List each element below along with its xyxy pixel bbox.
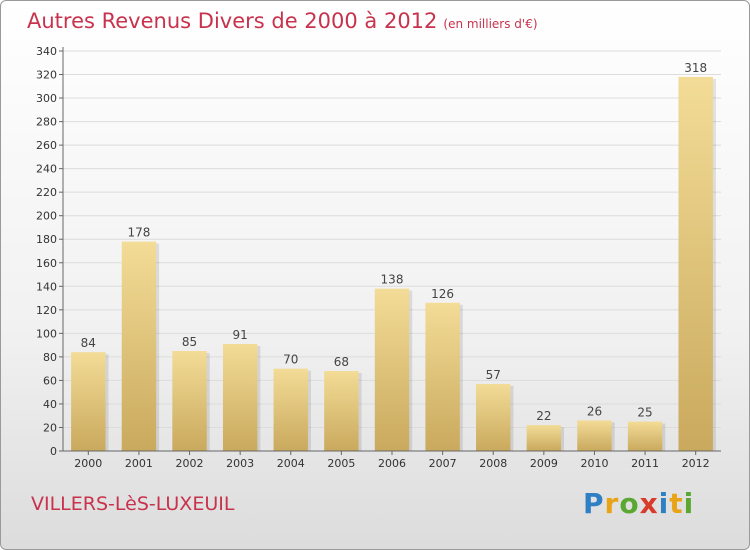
data-label-2004: 70 — [283, 353, 298, 367]
bars — [71, 76, 716, 451]
data-label-2007: 126 — [431, 287, 454, 301]
logo-letter: P — [583, 487, 605, 520]
bar-2008 — [476, 383, 511, 451]
bar-2006 — [374, 288, 410, 451]
bar-2002 — [172, 351, 207, 451]
y-tick-label: 320 — [36, 69, 57, 82]
y-tick-label: 120 — [36, 304, 57, 317]
data-label-2009: 22 — [536, 409, 551, 423]
bar-2010 — [577, 420, 612, 451]
logo-letter: t — [669, 487, 684, 520]
axes: 0 20 40 60 80 100 120 140 160 180 200 220 240 260 280 3… — [36, 45, 721, 470]
data-label-2000: 84 — [81, 336, 96, 350]
bar-2000 — [71, 352, 106, 451]
logo-letter: i — [658, 487, 670, 520]
data-label-2002: 85 — [182, 335, 197, 349]
bar-2011 — [627, 421, 663, 451]
chart-title-text: Autres Revenus Divers de 2000 à 2012 — [27, 9, 438, 33]
bar-2012 — [678, 76, 713, 451]
data-label-2003: 91 — [233, 328, 248, 342]
x-tick-label-2005: 2005 — [327, 457, 355, 470]
x-tick-label-2011: 2011 — [631, 457, 659, 470]
data-label-2012: 318 — [684, 61, 707, 75]
bar-2003 — [222, 343, 258, 451]
x-tick-label-2007: 2007 — [429, 457, 457, 470]
y-tick-label: 300 — [36, 92, 57, 105]
x-tick-label-2002: 2002 — [176, 457, 204, 470]
y-tick-label: 200 — [36, 210, 57, 223]
x-tick-label-2008: 2008 — [479, 457, 507, 470]
y-tick-label: 80 — [43, 351, 57, 364]
bar-2001 — [121, 241, 157, 451]
y-tick-label: 20 — [43, 421, 57, 434]
bar-2009 — [526, 425, 562, 451]
y-tick-label: 100 — [36, 327, 57, 340]
y-tick-label: 280 — [36, 116, 57, 129]
data-label-2008: 57 — [486, 368, 501, 382]
y-tick-label: 220 — [36, 186, 57, 199]
x-tick-label-2003: 2003 — [226, 457, 254, 470]
data-label-2001: 178 — [127, 226, 150, 240]
data-label-2011: 25 — [637, 406, 652, 420]
x-tick-label-2000: 2000 — [74, 457, 102, 470]
data-label-2010: 26 — [587, 404, 602, 418]
bar-2004 — [273, 368, 308, 451]
data-label-2006: 138 — [381, 273, 404, 287]
proxiti-logo[interactable]: Proxiti — [583, 487, 694, 520]
x-tick-label-2001: 2001 — [125, 457, 153, 470]
x-tick-label-2006: 2006 — [378, 457, 406, 470]
x-tick-label-2004: 2004 — [277, 457, 305, 470]
logo-letter: o — [619, 487, 640, 520]
logo-letter: r — [604, 487, 620, 520]
y-tick-label: 260 — [36, 139, 57, 152]
y-tick-label: 40 — [43, 398, 57, 411]
y-tick-label: 140 — [36, 280, 57, 293]
y-tick-label: 240 — [36, 163, 57, 176]
y-tick-label: 0 — [50, 445, 57, 458]
bar-2005 — [324, 371, 359, 451]
logo-letter: x — [639, 487, 659, 520]
data-label-2005: 68 — [334, 355, 349, 369]
y-tick-label: 340 — [36, 45, 57, 58]
logo-letter: i — [683, 487, 695, 520]
chart-unit: (en milliers d'€) — [443, 17, 538, 31]
x-tick-label-2012: 2012 — [682, 457, 710, 470]
place-name: VILLERS-LèS-LUXEUIL — [31, 493, 235, 515]
x-tick-label-2009: 2009 — [530, 457, 558, 470]
y-tick-label: 160 — [36, 257, 57, 270]
chart-title: Autres Revenus Divers de 2000 à 2012 (en … — [27, 9, 538, 33]
x-tick-label-2010: 2010 — [580, 457, 608, 470]
bar-2007 — [425, 302, 460, 451]
y-tick-label: 180 — [36, 233, 57, 246]
y-tick-label: 60 — [43, 374, 57, 387]
